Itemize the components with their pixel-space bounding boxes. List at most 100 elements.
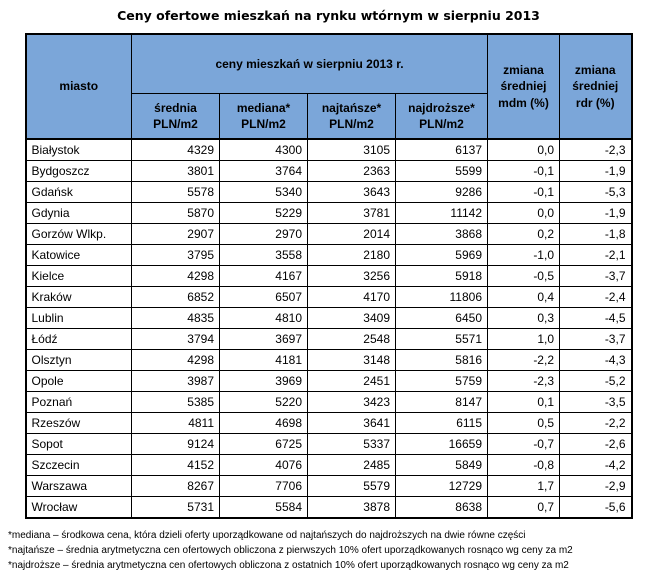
- city-cell: Sopot: [25, 433, 132, 455]
- value-cell: 6137: [395, 138, 488, 161]
- value-cell: 4698: [219, 412, 308, 434]
- value-cell: -2,2: [487, 349, 560, 371]
- value-cell: 2014: [307, 223, 396, 245]
- value-cell: -1,9: [559, 202, 632, 224]
- header-najtansze: najtańsze* PLN/m2: [307, 93, 396, 140]
- table-row: Olsztyn 4298 4181 3148 5816 -2,2 -4,3: [25, 349, 632, 371]
- value-cell: -0,5: [487, 265, 560, 287]
- value-cell: -0,1: [487, 160, 560, 182]
- city-cell: Bydgoszcz: [25, 160, 132, 182]
- value-cell: -5,2: [559, 370, 632, 392]
- header-miasto: miasto: [25, 33, 132, 140]
- footnote-najdrozsze: *najdroższe – średnia arytmetyczna cen o…: [8, 560, 569, 571]
- value-cell: 3148: [307, 349, 396, 371]
- value-cell: -2,3: [487, 370, 560, 392]
- value-cell: 5849: [395, 454, 488, 476]
- city-cell: Olsztyn: [25, 349, 132, 371]
- value-cell: 5969: [395, 244, 488, 266]
- value-cell: 5220: [219, 391, 308, 413]
- table-row: Łódź 3794 3697 2548 5571 1,0 -3,7: [25, 328, 632, 350]
- header-change-mdm: zmiana średniej mdm (%): [487, 33, 560, 140]
- city-cell: Warszawa: [25, 475, 132, 497]
- table-header: miasto ceny mieszkań w sierpniu 2013 r. …: [25, 33, 632, 140]
- city-cell: Szczecin: [25, 454, 132, 476]
- city-cell: Wrocław: [25, 496, 132, 519]
- table-row: Gdynia 5870 5229 3781 11142 0,0 -1,9: [25, 202, 632, 224]
- value-cell: -3,5: [559, 391, 632, 413]
- header-srednia: średnia PLN/m2: [131, 93, 220, 140]
- value-cell: 6450: [395, 307, 488, 329]
- city-cell: Kraków: [25, 286, 132, 308]
- value-cell: 3764: [219, 160, 308, 182]
- city-cell: Katowice: [25, 244, 132, 266]
- value-cell: 6725: [219, 433, 308, 455]
- table-row: Opole 3987 3969 2451 5759 -2,3 -5,2: [25, 370, 632, 392]
- value-cell: 4811: [131, 412, 220, 434]
- value-cell: 5816: [395, 349, 488, 371]
- value-cell: 9286: [395, 181, 488, 203]
- value-cell: 3781: [307, 202, 396, 224]
- value-cell: 5340: [219, 181, 308, 203]
- value-cell: -3,7: [559, 265, 632, 287]
- value-cell: 0,7: [487, 496, 560, 519]
- value-cell: 4329: [131, 138, 220, 161]
- value-cell: 5599: [395, 160, 488, 182]
- value-cell: 2180: [307, 244, 396, 266]
- value-cell: 6852: [131, 286, 220, 308]
- value-cell: 5578: [131, 181, 220, 203]
- table-row: Białystok 4329 4300 3105 6137 0,0 -2,3: [25, 138, 632, 161]
- table-row: Kielce 4298 4167 3256 5918 -0,5 -3,7: [25, 265, 632, 287]
- value-cell: 2970: [219, 223, 308, 245]
- value-cell: 8147: [395, 391, 488, 413]
- value-cell: 5571: [395, 328, 488, 350]
- city-cell: Rzeszów: [25, 412, 132, 434]
- value-cell: 3558: [219, 244, 308, 266]
- footnotes: *mediana – środkowa cena, która dzieli o…: [8, 528, 657, 573]
- city-cell: Lublin: [25, 307, 132, 329]
- table-row: Warszawa 8267 7706 5579 12729 1,7 -2,9: [25, 475, 632, 497]
- value-cell: 4076: [219, 454, 308, 476]
- value-cell: 5870: [131, 202, 220, 224]
- value-cell: 0,5: [487, 412, 560, 434]
- value-cell: 11142: [395, 202, 488, 224]
- value-cell: -0,1: [487, 181, 560, 203]
- value-cell: -1,8: [559, 223, 632, 245]
- city-cell: Łódź: [25, 328, 132, 350]
- value-cell: 3409: [307, 307, 396, 329]
- value-cell: 8267: [131, 475, 220, 497]
- value-cell: 3969: [219, 370, 308, 392]
- value-cell: 4181: [219, 349, 308, 371]
- value-cell: 3795: [131, 244, 220, 266]
- value-cell: 4300: [219, 138, 308, 161]
- value-cell: -1,0: [487, 244, 560, 266]
- value-cell: 4170: [307, 286, 396, 308]
- city-cell: Opole: [25, 370, 132, 392]
- value-cell: 3105: [307, 138, 396, 161]
- value-cell: 6507: [219, 286, 308, 308]
- page-title: Ceny ofertowe mieszkań na rynku wtórnym …: [117, 8, 540, 23]
- value-cell: 0,3: [487, 307, 560, 329]
- table-row: Gdańsk 5578 5340 3643 9286 -0,1 -5,3: [25, 181, 632, 203]
- value-cell: 5584: [219, 496, 308, 519]
- value-cell: 5229: [219, 202, 308, 224]
- prices-table: miasto ceny mieszkań w sierpniu 2013 r. …: [24, 33, 633, 519]
- header-najdrozsze: najdroższe* PLN/m2: [395, 93, 488, 140]
- table-row: Kraków 6852 6507 4170 11806 0,4 -2,4: [25, 286, 632, 308]
- value-cell: 6115: [395, 412, 488, 434]
- value-cell: 8638: [395, 496, 488, 519]
- value-cell: 0,2: [487, 223, 560, 245]
- table-row: Poznań 5385 5220 3423 8147 0,1 -3,5: [25, 391, 632, 413]
- value-cell: 16659: [395, 433, 488, 455]
- footnote-najtansze: *najtańsze – średnia arytmetyczna cen of…: [8, 545, 573, 556]
- value-cell: 3987: [131, 370, 220, 392]
- value-cell: 2451: [307, 370, 396, 392]
- footnote-mediana: *mediana – środkowa cena, która dzieli o…: [8, 530, 526, 541]
- city-cell: Białystok: [25, 138, 132, 161]
- value-cell: -5,3: [559, 181, 632, 203]
- header-group: ceny mieszkań w sierpniu 2013 r.: [131, 33, 488, 94]
- value-cell: 3643: [307, 181, 396, 203]
- header-mediana: mediana* PLN/m2: [219, 93, 308, 140]
- value-cell: -2,3: [559, 138, 632, 161]
- value-cell: 2485: [307, 454, 396, 476]
